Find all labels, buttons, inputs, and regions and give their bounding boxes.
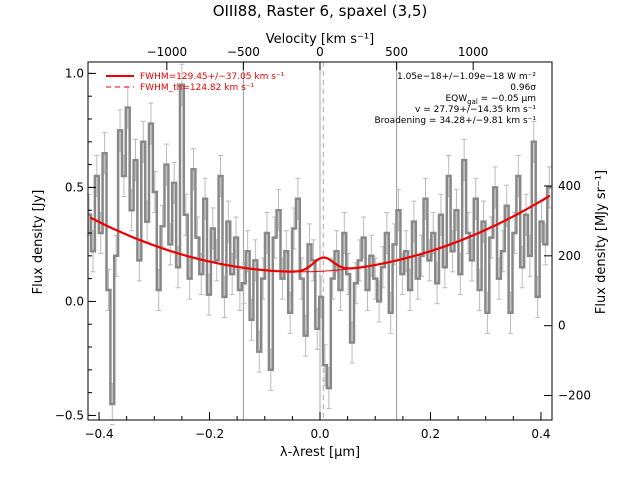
top-tick-label-2: 0 bbox=[316, 45, 324, 59]
right-tick-label-0: −200 bbox=[558, 389, 591, 403]
spectrum-histogram bbox=[88, 83, 552, 406]
right-tick-label-3: 400 bbox=[558, 179, 581, 193]
annotation-broadening: Broadening = 34.28+/−9.81 km s⁻¹ bbox=[375, 116, 537, 126]
x-tick-label-3: 0.2 bbox=[421, 427, 440, 441]
top-tick-label-1: −500 bbox=[227, 45, 260, 59]
x-tick-label-0: −0.4 bbox=[84, 427, 113, 441]
right-axis-label: Flux density [MJy sr⁻¹] bbox=[594, 170, 609, 314]
right-tick-label-2: 200 bbox=[558, 249, 581, 263]
x-tick-label-2: 0.0 bbox=[310, 427, 329, 441]
data-series bbox=[88, 83, 552, 406]
fit-curve bbox=[89, 194, 551, 273]
annotation-sigma: 0.96σ bbox=[510, 83, 536, 93]
right-tick-label-1: 0 bbox=[558, 319, 566, 333]
gaussian-fit-curve bbox=[89, 194, 551, 273]
annotation-eqw-pre: EQW bbox=[445, 94, 467, 104]
y-tick-label-1: 0.0 bbox=[65, 294, 84, 308]
fit-annotations: 1.05e−18+/−1.09e−18 W m⁻² 0.96σ EQWgal =… bbox=[375, 72, 537, 126]
y-tick-label-2: 0.5 bbox=[65, 180, 84, 194]
annotation-eqw: EQWgal = −0.05 μm bbox=[445, 94, 536, 106]
y-tick-label-3: 1.0 bbox=[65, 66, 84, 80]
top-axis-label: Velocity [km s⁻¹] bbox=[266, 32, 374, 47]
y-axis-label: Flux density [Jy] bbox=[31, 190, 46, 295]
legend: FWHM=129.45+/−37.05 km s⁻¹ FWHM_th=124.8… bbox=[106, 72, 285, 93]
x-tick-label-1: −0.2 bbox=[195, 427, 224, 441]
annotation-flux: 1.05e−18+/−1.09e−18 W m⁻² bbox=[397, 72, 536, 82]
y-tick-label-0: −0.5 bbox=[55, 408, 84, 422]
x-axis-label: λ-λrest [μm] bbox=[280, 445, 360, 460]
annotation-eqw-post: = −0.05 μm bbox=[478, 94, 536, 104]
top-tick-label-4: 1000 bbox=[458, 45, 489, 59]
x-tick-label-4: 0.4 bbox=[531, 427, 550, 441]
chart-title: OIII88, Raster 6, spaxel (3,5) bbox=[213, 2, 428, 20]
axes: −0.4 −0.2 0.0 0.2 0.4 −0.5 0.0 0.5 1.0 −1000 −500 0… bbox=[55, 45, 591, 441]
top-tick-label-3: 500 bbox=[385, 45, 408, 59]
legend-label-fwhm-th: FWHM_th=124.82 km s⁻¹ bbox=[140, 83, 255, 93]
legend-label-fwhm: FWHM=129.45+/−37.05 km s⁻¹ bbox=[140, 72, 285, 82]
annotation-velocity: v = 27.79+/−14.35 km s⁻¹ bbox=[415, 105, 536, 115]
annotation-eqw-sub: gal bbox=[467, 98, 478, 106]
top-tick-label-0: −1000 bbox=[147, 45, 188, 59]
